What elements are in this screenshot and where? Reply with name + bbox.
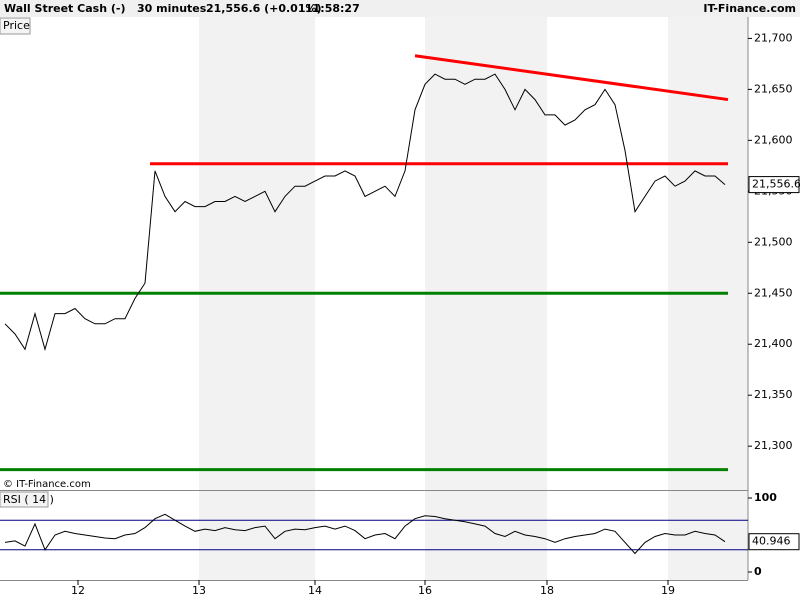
current-value-box [748,176,800,194]
x-tick-label: 13 [192,584,206,597]
panel-label-box [0,17,31,35]
y-tick-label: 21,300 [754,439,793,452]
series-line [4,73,726,352]
current-value-label: 40.946 [752,535,791,548]
symbol: Wall Street Cash (-) [4,2,125,15]
y-tick-label: 21,600 [754,133,793,146]
x-tick-label: 18 [540,584,554,597]
y-tick-label: 21,500 [754,235,793,248]
day-band [199,17,315,580]
x-tick-label: 19 [661,584,675,597]
trend-line [414,54,729,102]
y-tick-label: 0 [754,565,762,578]
time: 11:58:27 [305,2,360,15]
y-tick-label: 21,650 [754,82,793,95]
y-tick-label: 21,700 [754,31,793,44]
quote: 21,556.6 (+0.01%) [206,2,322,15]
y-tick-label: 21,400 [754,337,793,350]
day-band [668,17,748,580]
rsi-label-box [0,491,49,508]
brand: IT-Finance.com [703,2,796,15]
current-value-box [748,533,800,551]
current-value-label: 21,556.6 [752,178,800,191]
y-tick-label: 21,450 [754,286,793,299]
header-bar [0,0,800,17]
x-tick-label: 14 [308,584,322,597]
day-band [425,17,547,580]
x-tick-label: 12 [71,584,85,597]
rsi-label: RSI ( 14 ) [3,493,54,506]
y-tick-label: 100 [754,491,777,504]
series-line [4,513,726,555]
timeframe: 30 minutes [137,2,207,15]
panel-label: Price [3,19,30,32]
y-tick-label: 21,350 [754,388,793,401]
copyright: © IT-Finance.com [3,479,91,490]
x-tick-label: 16 [418,584,432,597]
